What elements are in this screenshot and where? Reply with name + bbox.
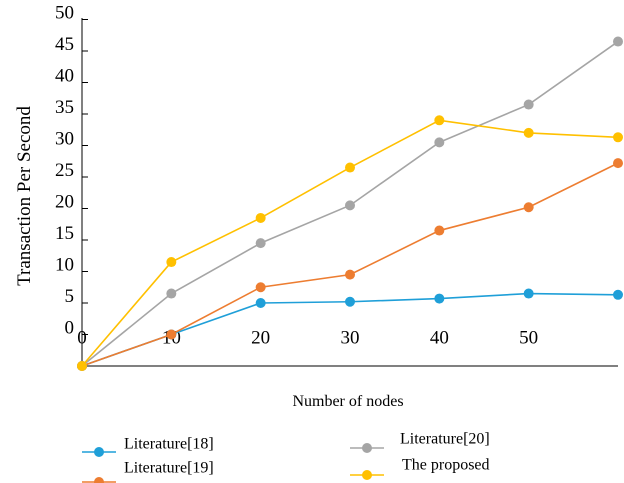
x-tick-labels: 01020304050: [77, 327, 538, 348]
data-point: [434, 115, 445, 126]
x-axis-title: Number of nodes: [292, 393, 403, 410]
y-tick-label: 35: [55, 97, 74, 118]
data-point: [166, 288, 177, 299]
data-point: [434, 293, 445, 304]
data-point: [523, 288, 534, 299]
legend-marker: [94, 477, 104, 483]
y-tick-label: 15: [55, 223, 74, 244]
series-the-proposed: [77, 115, 623, 371]
y-tick-label: 30: [55, 128, 74, 149]
data-point: [255, 282, 266, 293]
data-point: [345, 162, 355, 173]
legend-marker: [362, 443, 372, 453]
legend-label: Literature[19]: [124, 460, 214, 477]
legend-item: Literature[19]: [82, 460, 214, 483]
series-literature-20: [77, 36, 623, 371]
x-tick-label: 20: [251, 327, 270, 348]
x-tick-label: 30: [341, 327, 360, 348]
legend-item: The proposed: [350, 457, 490, 480]
y-tick-label: 5: [65, 286, 75, 307]
y-tick-label: 40: [55, 65, 74, 86]
legend-label: The proposed: [402, 457, 490, 474]
data-point: [345, 269, 355, 280]
y-tick-label: 25: [55, 160, 74, 181]
data-point: [166, 329, 177, 340]
data-point: [523, 127, 534, 138]
data-point: [613, 289, 623, 300]
data-point: [345, 296, 355, 307]
data-point: [613, 36, 623, 47]
x-tick-label: 40: [430, 327, 449, 348]
legend-marker: [94, 447, 104, 457]
data-point: [523, 99, 534, 110]
legend-marker: [362, 470, 372, 480]
legend-item: Literature[20]: [350, 431, 490, 453]
y-axis-title: Transaction Per Second: [14, 106, 35, 286]
y-tick-label: 45: [55, 34, 74, 55]
legend-item: Literature[18]: [82, 436, 214, 457]
y-tick-label: 0: [65, 317, 75, 338]
data-point: [255, 298, 266, 308]
y-tick-label: 50: [55, 2, 74, 23]
x-tick-label: 0: [77, 327, 87, 348]
data-point: [255, 238, 266, 249]
data-point: [345, 200, 355, 211]
data-point: [613, 158, 623, 169]
y-tick-label: 10: [55, 254, 74, 275]
legend-label: Literature[18]: [124, 436, 214, 453]
series-layer: [77, 36, 623, 371]
data-point: [166, 257, 177, 268]
y-tick-labels: 0510152025303540455055: [55, 2, 75, 338]
y-tick-label: 20: [55, 191, 74, 212]
data-point: [255, 212, 266, 223]
x-tick-label: 50: [519, 327, 538, 348]
data-point: [523, 202, 534, 213]
axes: [81, 18, 618, 367]
data-point: [434, 137, 445, 148]
legend-label: Literature[20]: [400, 431, 490, 448]
legend: Literature[18] Literature[19] Literature[2…: [82, 431, 490, 483]
data-point: [77, 361, 87, 371]
data-point: [613, 132, 623, 143]
data-point: [434, 225, 445, 236]
